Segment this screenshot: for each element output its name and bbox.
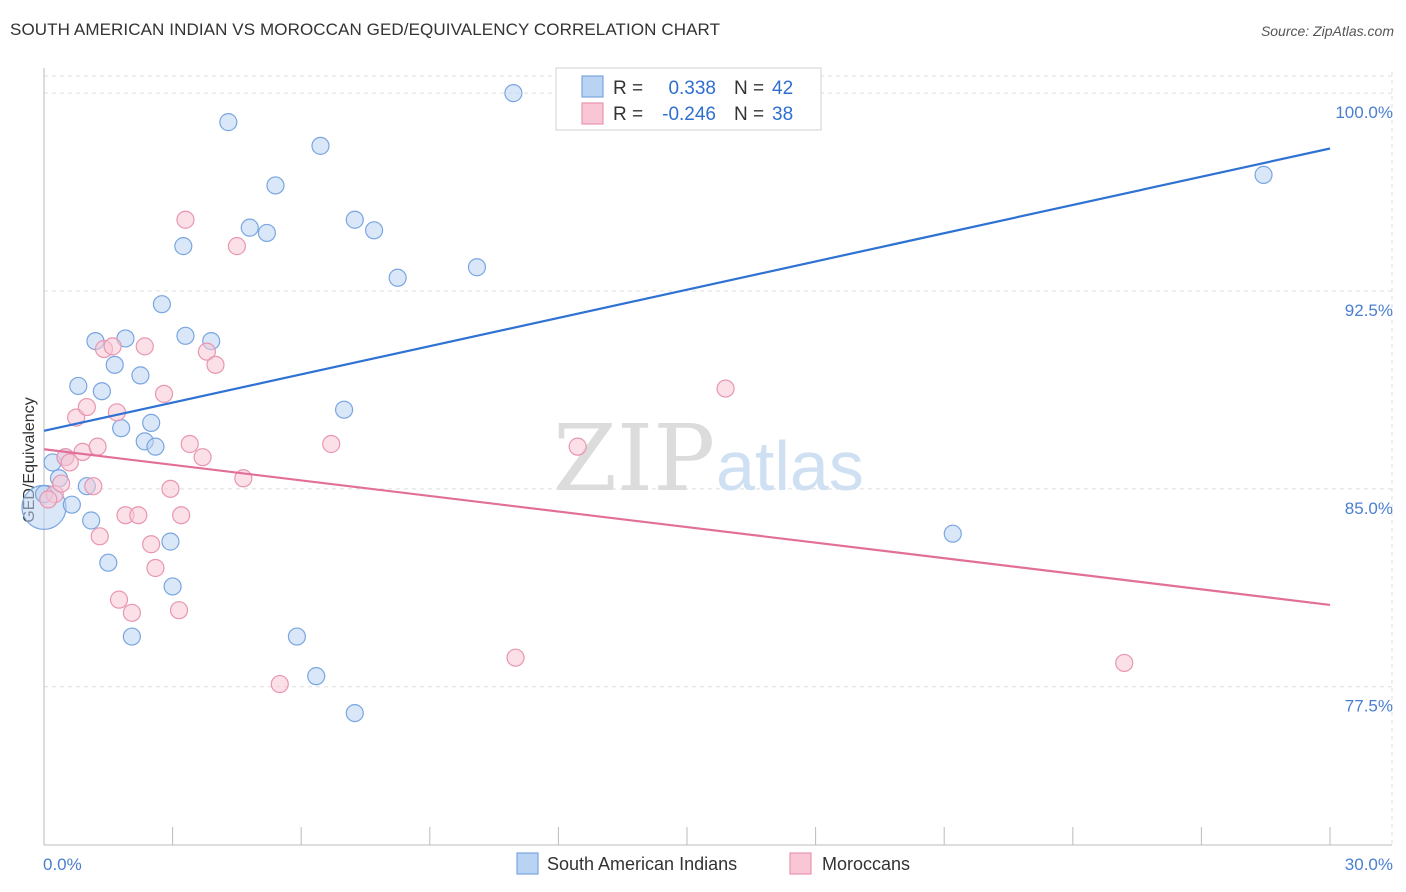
series-legend-label-blue: South American Indians [547, 854, 737, 874]
data-points [21, 84, 1273, 723]
data-point-south-american-indians [176, 326, 195, 345]
y-tick-labels: 100.0% 92.5% 85.0% 77.5% [1335, 103, 1393, 716]
data-point-moroccans [129, 506, 148, 525]
data-point-moroccans [161, 479, 180, 498]
axes [43, 68, 1392, 846]
legend-n-label-1: N = [734, 78, 764, 99]
data-point-moroccans [90, 527, 109, 546]
data-point-south-american-indians [311, 136, 330, 155]
trend-line-moroccans [43, 448, 1331, 607]
data-point-south-american-indians [364, 221, 384, 240]
legend-r-label-2: R = [613, 104, 643, 125]
y-tick-label: 77.5% [1345, 697, 1393, 716]
data-point-south-american-indians [174, 237, 193, 256]
x-tick-labels: 0.0% 30.0% [43, 855, 1393, 874]
data-point-south-american-indians [266, 176, 285, 195]
data-point-south-american-indians [69, 376, 88, 396]
data-point-south-american-indians [105, 355, 124, 374]
data-point-south-american-indians [504, 84, 523, 103]
data-point-moroccans [109, 590, 129, 609]
data-point-moroccans [176, 210, 195, 229]
data-point-moroccans [60, 453, 79, 472]
data-point-moroccans [88, 437, 107, 456]
watermark-atlas: atlas [716, 427, 864, 505]
data-point-south-american-indians [112, 419, 131, 438]
data-point-south-american-indians [92, 382, 111, 401]
data-point-south-american-indians [142, 413, 161, 432]
legend-n-value-1: 42 [772, 78, 793, 99]
data-point-moroccans [180, 434, 199, 454]
data-point-south-american-indians [307, 667, 326, 686]
legend-n-value-2: 38 [772, 104, 793, 125]
data-point-south-american-indians [152, 295, 171, 314]
data-point-moroccans [716, 379, 735, 398]
data-point-moroccans [506, 648, 525, 667]
legend-n-label-2: N = [734, 104, 764, 125]
y-tick-label: 100.0% [1335, 103, 1393, 122]
data-point-moroccans [122, 603, 141, 622]
data-point-moroccans [84, 477, 103, 496]
data-point-south-american-indians [219, 113, 238, 132]
data-point-moroccans [193, 448, 212, 467]
data-point-south-american-indians [943, 524, 962, 543]
source-label: Source: ZipAtlas.com [1260, 23, 1394, 39]
data-point-moroccans [142, 535, 161, 554]
data-point-moroccans [39, 490, 58, 509]
data-point-south-american-indians [82, 511, 101, 530]
data-point-south-american-indians [345, 210, 364, 229]
data-point-moroccans [77, 397, 96, 417]
x-tick-label: 30.0% [1345, 855, 1393, 874]
data-point-moroccans [146, 558, 165, 578]
y-tick-label: 85.0% [1345, 499, 1393, 518]
data-point-moroccans [154, 384, 174, 403]
series-legend: South American Indians Moroccans [516, 852, 910, 875]
series-legend-label-pink: Moroccans [822, 854, 910, 874]
data-point-moroccans [172, 506, 191, 525]
watermark: ZIP atlas [553, 405, 864, 512]
legend-r-value-2: -0.246 [662, 104, 716, 125]
data-point-south-american-indians [240, 218, 259, 237]
y-tick-label: 92.5% [1345, 301, 1393, 320]
trend-lines [43, 147, 1331, 607]
legend: R = 0.338 N = 42 R = -0.246 N = 38 [555, 67, 822, 131]
data-point-moroccans [135, 337, 154, 356]
data-point-moroccans [227, 237, 246, 256]
watermark-zip: ZIP [553, 405, 715, 512]
series-legend-swatch-blue [516, 852, 539, 875]
x-tick-label: 0.0% [43, 855, 82, 874]
data-point-moroccans [322, 434, 341, 454]
data-point-south-american-indians [388, 268, 407, 287]
data-point-south-american-indians [146, 437, 165, 456]
data-point-south-american-indians [62, 495, 81, 514]
data-point-south-american-indians [131, 366, 150, 385]
data-point-moroccans [1115, 653, 1134, 673]
data-point-south-american-indians [163, 577, 182, 596]
data-point-south-american-indians [345, 703, 364, 723]
data-point-south-american-indians [1254, 165, 1273, 184]
trend-line-south-american-indians [43, 147, 1331, 432]
legend-r-value-1: 0.338 [668, 78, 716, 99]
data-point-moroccans [197, 342, 216, 361]
data-point-moroccans [568, 437, 587, 456]
data-point-moroccans [169, 601, 189, 620]
data-point-south-american-indians [122, 627, 141, 646]
data-point-moroccans [103, 337, 122, 356]
data-point-moroccans [52, 474, 71, 493]
data-point-south-american-indians [334, 400, 354, 419]
data-point-south-american-indians [99, 553, 118, 572]
legend-swatch-pink [581, 102, 604, 125]
data-point-south-american-indians [257, 223, 277, 243]
legend-r-label-1: R = [613, 78, 643, 99]
data-point-south-american-indians [287, 627, 307, 646]
series-legend-swatch-pink [789, 852, 812, 875]
data-point-south-american-indians [161, 532, 180, 551]
chart-title: SOUTH AMERICAN INDIAN VS MOROCCAN GED/EQ… [10, 20, 721, 39]
legend-swatch-blue [581, 75, 604, 98]
data-point-moroccans [206, 355, 225, 374]
data-point-moroccans [107, 403, 126, 422]
data-point-moroccans [270, 674, 289, 694]
data-point-south-american-indians [467, 258, 487, 277]
